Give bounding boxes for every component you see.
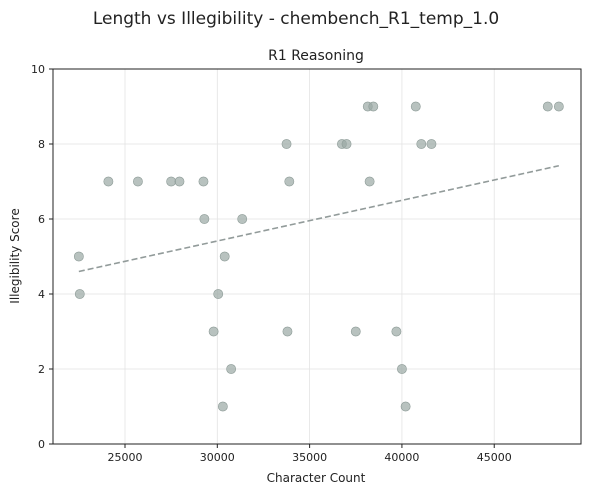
data-point: [219, 251, 230, 262]
chart-suptitle: Length vs Illegibility - chembench_R1_te…: [93, 9, 499, 29]
data-point: [74, 289, 85, 299]
data-point: [282, 326, 293, 337]
data-point: [416, 139, 427, 149]
data-point: [213, 289, 224, 299]
axis-frame: [52, 68, 582, 445]
grid-layer: [53, 68, 581, 445]
data-point: [368, 101, 379, 112]
data-point: [199, 214, 210, 224]
data-point: [391, 326, 402, 337]
chart-title: R1 Reasoning: [268, 48, 364, 64]
tick-layer: 25000 30000 35000 40000 45000 0 2 4 6 8 10: [31, 63, 512, 464]
data-point: [281, 139, 292, 149]
y-tick-label: 8: [38, 138, 45, 151]
data-point: [426, 139, 437, 149]
data-point: [397, 364, 407, 374]
data-point: [226, 364, 237, 374]
trend-line: [78, 164, 560, 273]
data-point: [542, 101, 553, 112]
y-tick-label: 10: [31, 63, 45, 76]
x-tick-label: 45000: [477, 451, 512, 464]
data-point: [133, 176, 143, 187]
y-tick-label: 2: [38, 363, 45, 376]
data-point: [400, 401, 411, 412]
data-point: [284, 176, 295, 187]
data-point: [341, 139, 352, 149]
y-axis-label: Illegibility Score: [8, 208, 22, 303]
point-layer: [73, 101, 564, 412]
data-point: [166, 176, 177, 187]
data-point: [350, 326, 361, 337]
x-axis-label: Character Count: [267, 471, 366, 485]
x-tick-label: 25000: [108, 451, 143, 464]
data-point: [103, 176, 114, 187]
y-tick-label: 4: [38, 288, 45, 301]
data-point: [410, 101, 421, 112]
x-tick-label: 40000: [384, 451, 419, 464]
y-tick-label: 0: [38, 438, 45, 451]
data-point: [553, 101, 564, 112]
x-tick-label: 35000: [292, 451, 327, 464]
x-tick-label: 30000: [200, 451, 235, 464]
data-point: [73, 251, 84, 262]
trend-layer: [78, 164, 560, 273]
data-point: [198, 176, 209, 187]
data-point: [237, 214, 248, 224]
data-point: [174, 176, 185, 187]
data-point: [364, 176, 375, 187]
y-tick-label: 6: [38, 213, 45, 226]
data-point: [217, 401, 228, 412]
data-point: [208, 326, 219, 337]
